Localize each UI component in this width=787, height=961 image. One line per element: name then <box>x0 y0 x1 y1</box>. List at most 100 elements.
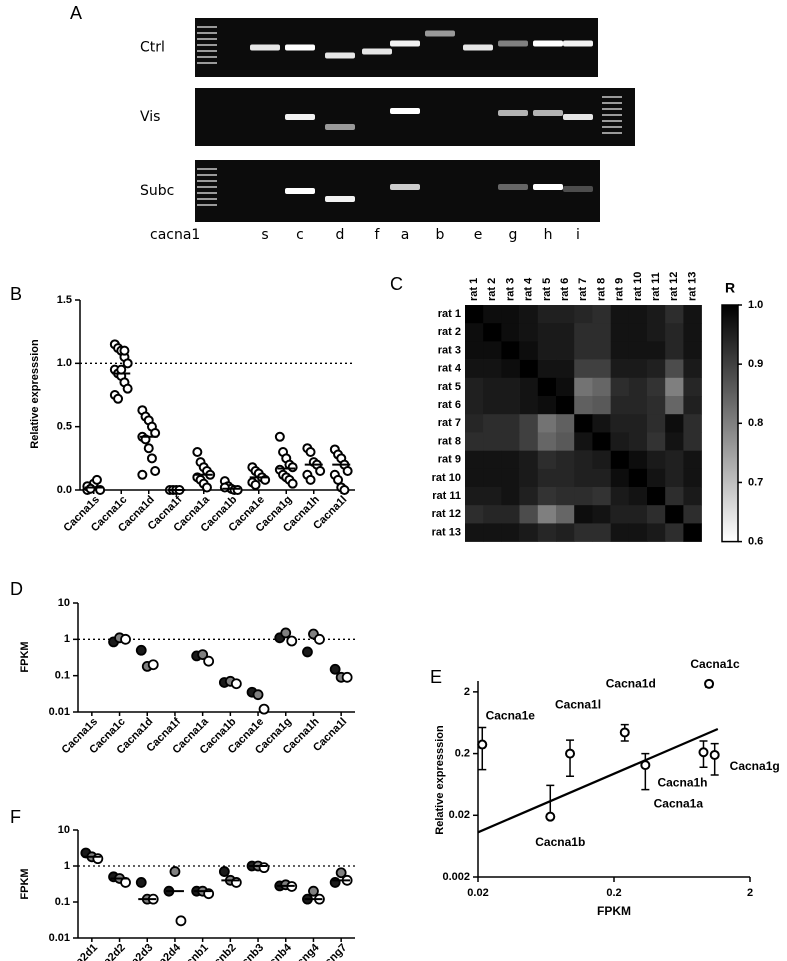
data-point <box>92 853 104 865</box>
heatmap-cell <box>537 377 557 397</box>
heatmap-cell <box>574 305 593 324</box>
heatmap-cell <box>610 468 630 488</box>
point-label: Cacna1e <box>486 709 536 723</box>
gel-row-label: Ctrl <box>140 40 165 56</box>
heatmap-cell <box>465 505 484 524</box>
heatmap-cell <box>501 359 520 379</box>
colorbar-tick-label: 0.7 <box>748 476 763 488</box>
heatmap-cell <box>628 487 648 506</box>
ladder-band <box>197 186 217 188</box>
gel-band <box>285 114 315 120</box>
gel-strip <box>195 88 635 146</box>
lane-label: g <box>509 227 518 243</box>
y-tick-label: 0.2 <box>455 747 470 759</box>
column-label: rat 5 <box>541 278 553 301</box>
heatmap-cell <box>465 396 484 415</box>
gel-row-label: Vis <box>140 109 160 125</box>
heatmap-cell <box>537 305 557 324</box>
heatmap-cell <box>519 450 539 470</box>
heatmap-cell <box>610 432 630 451</box>
data-point <box>250 479 261 490</box>
gel-band <box>390 184 420 190</box>
y-tick-label: 1 <box>64 860 70 872</box>
heatmap-cell <box>501 414 520 433</box>
heatmap-cell <box>556 396 575 415</box>
heatmap-cell <box>465 377 484 397</box>
heatmap-cell <box>628 359 648 379</box>
heatmap-cell <box>501 305 520 324</box>
data-point <box>709 749 720 760</box>
heatmap-cell <box>683 359 702 379</box>
heatmap-cell <box>610 505 630 524</box>
x-tick-label: 0.02 <box>467 887 488 899</box>
gel-band <box>390 108 420 114</box>
heatmap-cell <box>465 432 484 451</box>
row-label: rat 9 <box>438 454 461 466</box>
heatmap-cell <box>647 432 666 451</box>
heatmap-cell <box>665 323 684 342</box>
gel-band <box>563 40 593 47</box>
heatmap-cell <box>574 523 593 542</box>
heatmap-cell <box>483 396 502 415</box>
data-point <box>565 748 576 759</box>
heatmap-cell <box>556 468 575 488</box>
y-tick-label: 10 <box>58 824 70 836</box>
heatmap-cell <box>501 505 520 524</box>
column-label: rat 4 <box>523 277 535 301</box>
data-point <box>218 866 230 877</box>
heatmap-cell <box>574 432 593 451</box>
heatmap-cell <box>519 305 539 324</box>
heatmap-cell <box>628 341 648 360</box>
heatmap-cell <box>683 414 702 433</box>
heatmap-cell <box>556 341 575 360</box>
data-point <box>339 485 350 495</box>
column-label: rat 13 <box>686 272 698 301</box>
data-point <box>329 877 341 888</box>
heatmap-cell <box>483 414 502 433</box>
heatmap-cell <box>683 450 702 470</box>
heatmap-cell <box>519 323 539 342</box>
row-label: rat 2 <box>438 326 461 338</box>
panel-label: D <box>10 579 23 599</box>
ladder-band <box>197 180 217 182</box>
gel-band <box>285 44 315 51</box>
heatmap-cell <box>628 468 648 488</box>
heatmap-cell <box>537 523 557 542</box>
heatmap-cell <box>556 450 575 470</box>
heatmap-cell <box>465 341 484 360</box>
lane-label: e <box>474 227 483 243</box>
gel-band <box>250 44 280 51</box>
column-label: rat 1 <box>468 278 480 301</box>
heatmap-cell <box>647 450 666 470</box>
data-point <box>252 689 264 701</box>
colorbar-label: R <box>725 280 735 296</box>
heatmap-cell <box>537 323 557 342</box>
heatmap-cell <box>519 487 539 506</box>
heatmap-cell <box>501 450 520 470</box>
heatmap-cell <box>592 450 611 470</box>
heatmap-cell <box>537 505 557 524</box>
data-point <box>203 655 215 667</box>
heatmap-cell <box>556 414 575 433</box>
heatmap-cell <box>610 414 630 433</box>
error-bar <box>641 752 650 791</box>
heatmap-cell <box>665 414 684 433</box>
ladder-band <box>197 38 217 40</box>
heatmap-cell <box>574 323 593 342</box>
heatmap-cell <box>483 450 502 470</box>
heatmap-cell <box>647 377 666 397</box>
data-point <box>258 862 270 874</box>
heatmap-cell <box>647 341 666 360</box>
row-label: rat 11 <box>432 490 461 502</box>
fit-line <box>477 728 719 834</box>
heatmap-cell <box>556 359 575 379</box>
heatmap-cell <box>501 523 520 542</box>
y-tick-label: 1 <box>64 633 70 645</box>
heatmap-cell <box>519 523 539 542</box>
data-point <box>305 474 316 485</box>
data-point <box>308 885 319 897</box>
data-point <box>219 482 230 493</box>
heatmap-cell <box>537 468 557 488</box>
gel-band <box>325 52 355 59</box>
heatmap-cell <box>519 432 539 451</box>
